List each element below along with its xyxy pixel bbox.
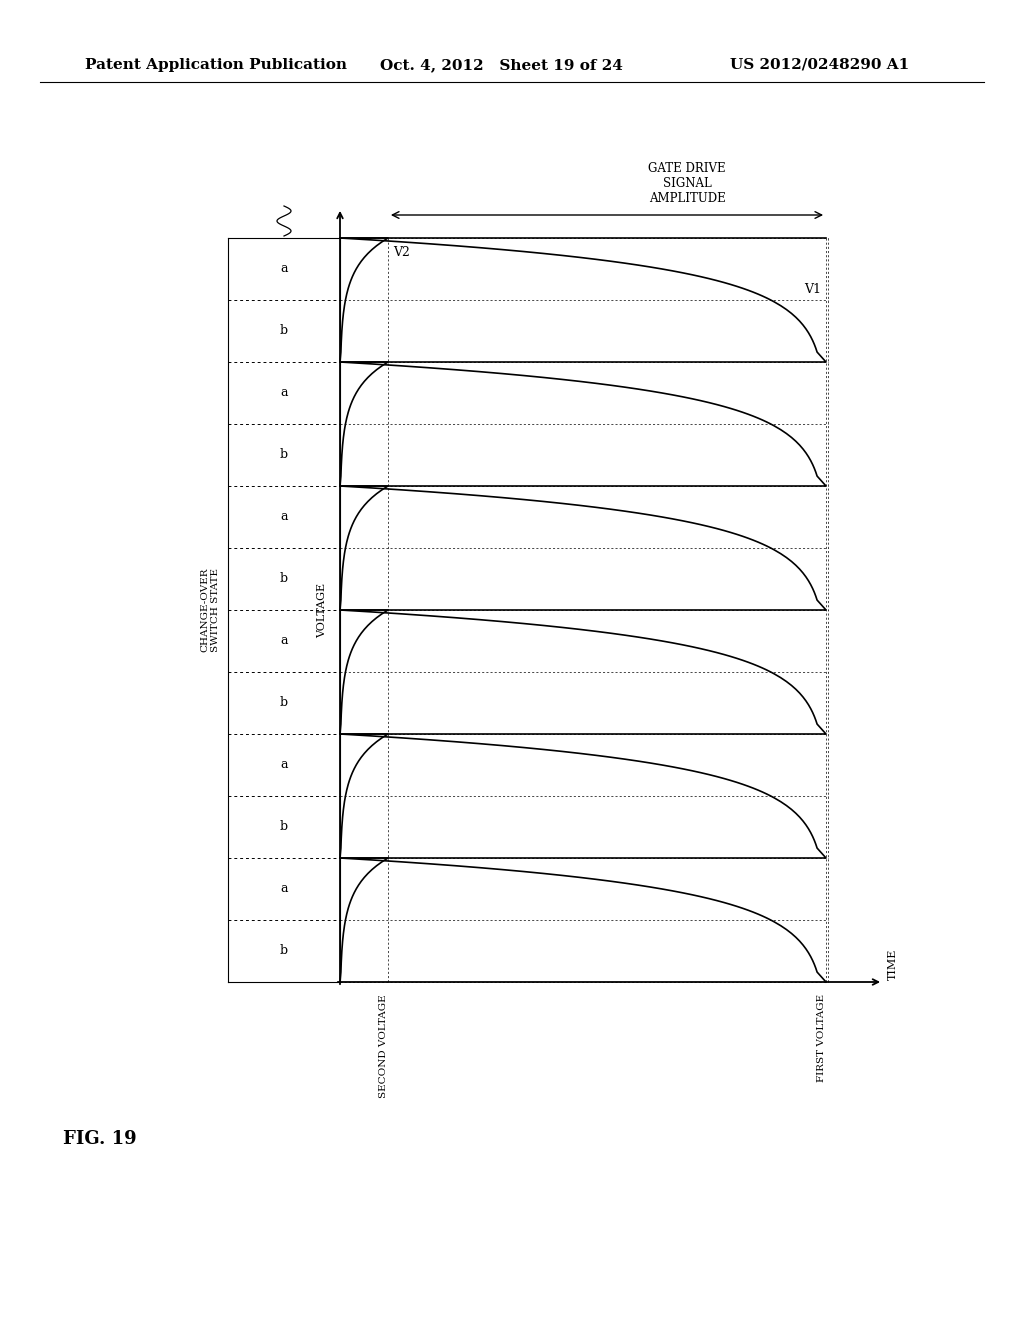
Text: b: b — [280, 821, 288, 833]
Text: US 2012/0248290 A1: US 2012/0248290 A1 — [730, 58, 909, 73]
Text: b: b — [280, 573, 288, 586]
Text: a: a — [281, 759, 288, 771]
Text: a: a — [281, 883, 288, 895]
Text: V1: V1 — [804, 282, 821, 296]
Text: SECOND VOLTAGE: SECOND VOLTAGE — [379, 994, 387, 1098]
Text: FIRST VOLTAGE: FIRST VOLTAGE — [816, 994, 825, 1082]
Text: b: b — [280, 945, 288, 957]
Text: a: a — [281, 635, 288, 648]
Text: b: b — [280, 325, 288, 338]
Text: a: a — [281, 387, 288, 400]
Text: FIG. 19: FIG. 19 — [63, 1130, 137, 1148]
Text: Patent Application Publication: Patent Application Publication — [85, 58, 347, 73]
Text: b: b — [280, 449, 288, 462]
Text: GATE DRIVE
SIGNAL
AMPLITUDE: GATE DRIVE SIGNAL AMPLITUDE — [648, 162, 726, 205]
Text: a: a — [281, 511, 288, 524]
Text: CHANGE-OVER
SWITCH STATE: CHANGE-OVER SWITCH STATE — [201, 568, 220, 652]
Text: TIME: TIME — [888, 949, 898, 979]
Text: Oct. 4, 2012   Sheet 19 of 24: Oct. 4, 2012 Sheet 19 of 24 — [380, 58, 623, 73]
Text: b: b — [280, 697, 288, 710]
Text: VOLTAGE: VOLTAGE — [317, 582, 327, 638]
Text: V2: V2 — [393, 246, 410, 259]
Text: a: a — [281, 263, 288, 276]
